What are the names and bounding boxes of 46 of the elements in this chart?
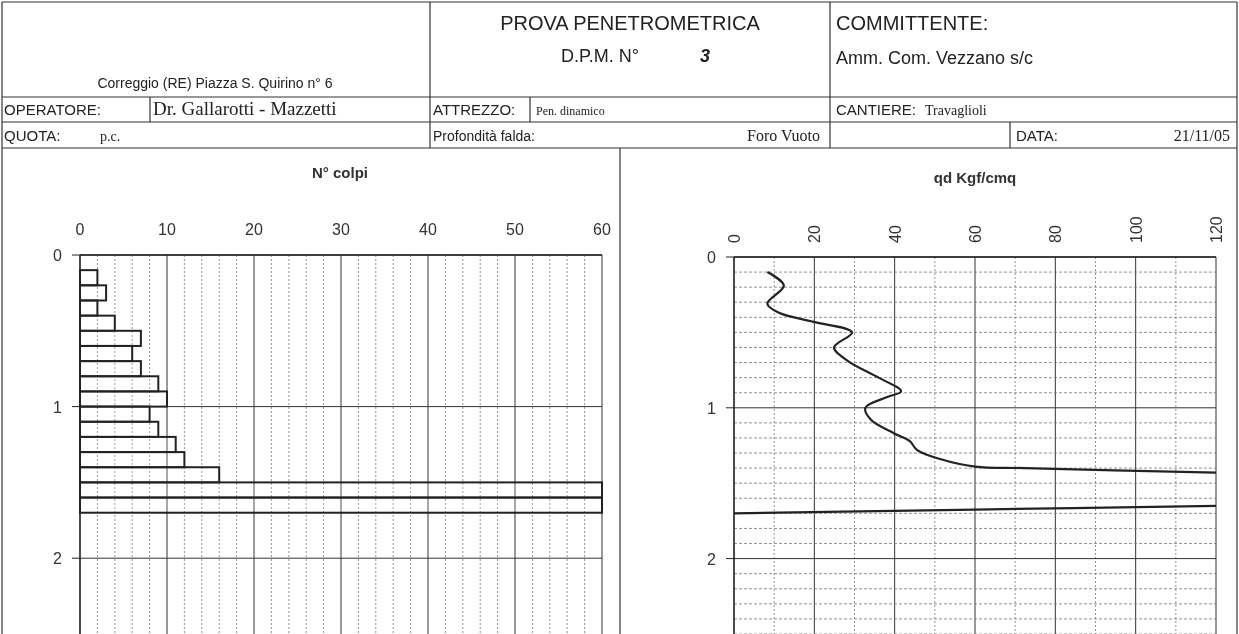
x-tick-label: 10 — [158, 221, 176, 238]
x-axis-title: N° colpi — [311, 164, 369, 181]
text: COMMITTENTE: — [836, 12, 989, 34]
x-tick-label: 0 — [726, 234, 743, 243]
x-tick-label: 40 — [419, 221, 437, 238]
text: Dr. Gallarotti - Mazzetti — [153, 98, 337, 119]
text: Travaglioli — [925, 103, 987, 118]
text: D.P.M. N° — [561, 46, 639, 66]
text: 21/11/05 — [1173, 127, 1230, 144]
x-tick-label: 60 — [967, 225, 984, 243]
x-tick-label: 50 — [506, 221, 524, 238]
y-tick-label: 0 — [53, 247, 63, 264]
x-tick-label: 60 — [593, 221, 611, 238]
y-tick-label: 2 — [53, 550, 63, 568]
text: Amm. Com. Vezzano s/c — [836, 48, 1034, 68]
bar — [79, 496, 603, 514]
text: Pen. dinamico — [536, 104, 605, 118]
bar — [79, 299, 99, 317]
bar — [79, 329, 142, 347]
y-tick-label: 0 — [707, 249, 717, 266]
text: PROVA PENETROMETRICA — [500, 12, 761, 34]
text: OPERATORE: — [4, 101, 101, 118]
y-tick-label: 1 — [707, 399, 717, 417]
text: DATA: — [1016, 127, 1058, 144]
text: ATTREZZO: — [433, 101, 516, 118]
y-tick-label: 1 — [53, 398, 63, 416]
text: Correggio (RE) Piazza S. Quirino n° 6 — [97, 75, 333, 91]
text: 3 — [699, 46, 711, 66]
text: CANTIERE: — [836, 101, 917, 118]
bar — [79, 390, 168, 408]
text: QUOTA: — [4, 127, 61, 144]
x-tick-label: 20 — [806, 225, 824, 243]
x-axis-title: qd Kgf/cmq — [933, 169, 1017, 186]
x-tick-label: 40 — [886, 225, 904, 243]
bar — [79, 481, 603, 499]
x-tick-label: 20 — [245, 221, 263, 238]
text: Profondità falda: — [433, 128, 535, 144]
text: Foro Vuoto — [747, 127, 820, 144]
x-tick-label: 80 — [1047, 225, 1065, 243]
y-tick-label: 2 — [707, 550, 717, 568]
x-tick-label: 30 — [332, 221, 350, 238]
bar — [79, 284, 108, 302]
x-tick-label: 100 — [1127, 216, 1145, 243]
x-tick-label: 0 — [75, 221, 85, 238]
text: p.c. — [100, 129, 121, 144]
x-tick-label: 120 — [1208, 216, 1225, 243]
